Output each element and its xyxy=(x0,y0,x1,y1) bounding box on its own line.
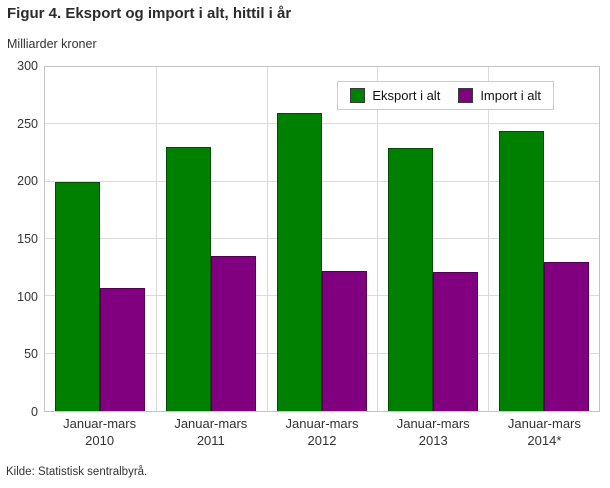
bar-import-i-alt xyxy=(211,256,257,411)
y-tick-label: 100 xyxy=(17,289,38,304)
legend-color-swatch xyxy=(458,88,474,103)
y-axis: 0 50 100 150 200 250 300 xyxy=(0,59,38,419)
bar-import-i-alt xyxy=(100,288,146,411)
vertical-gridline xyxy=(488,67,490,411)
chart-title: Figur 4. Eksport og import i alt, hittil… xyxy=(7,5,292,22)
bar-eksport-i-alt xyxy=(387,148,433,411)
bar-import-i-alt xyxy=(321,271,367,411)
horizontal-gridline xyxy=(45,238,599,239)
plot-area: Eksport i alt Import i alt xyxy=(44,66,600,412)
x-tick-label: Januar-mars 2014* xyxy=(507,416,581,448)
bar-import-i-alt xyxy=(543,261,589,411)
legend-label: Eksport i alt xyxy=(372,88,441,103)
source-caption: Kilde: Statistisk sentralbyrå. xyxy=(6,466,148,478)
horizontal-gridline xyxy=(45,123,599,125)
legend: Eksport i alt Import i alt xyxy=(337,81,554,110)
y-tick-label: 50 xyxy=(24,347,38,362)
bar-groups xyxy=(45,67,599,411)
bar-eksport-i-alt xyxy=(276,112,322,411)
x-tick-label: Januar-mars 2013 xyxy=(396,416,470,448)
legend-item: Eksport i alt xyxy=(350,88,440,103)
y-tick-label: 200 xyxy=(17,174,38,189)
bar-group xyxy=(45,67,156,411)
x-tick-label: Januar-mars 2011 xyxy=(174,416,248,448)
y-tick-label: 150 xyxy=(17,232,38,246)
horizontal-gridline xyxy=(45,180,599,182)
legend-label: Import i alt xyxy=(480,88,541,103)
vertical-gridline xyxy=(155,67,157,411)
vertical-gridline xyxy=(266,67,268,411)
bar-eksport-i-alt xyxy=(55,181,101,411)
legend-color-swatch xyxy=(350,88,366,103)
bar-eksport-i-alt xyxy=(498,131,544,411)
bar-group xyxy=(488,67,599,411)
y-tick-label: 250 xyxy=(17,116,38,131)
x-tick-label: Januar-mars 2012 xyxy=(285,416,359,448)
x-axis: Januar-mars 2010 Januar-mars 2011 Januar-mar… xyxy=(44,416,600,450)
vertical-gridline xyxy=(377,67,379,411)
bar-import-i-alt xyxy=(432,272,478,411)
bar-group xyxy=(267,67,378,411)
legend-item: Import i alt xyxy=(458,88,541,103)
y-tick-label: 300 xyxy=(17,59,38,73)
bar-group xyxy=(156,67,267,411)
y-tick-label: 0 xyxy=(31,405,38,419)
y-axis-unit-label: Milliarder kroner xyxy=(7,37,97,51)
bar-group xyxy=(377,67,488,411)
bar-eksport-i-alt xyxy=(166,147,212,411)
x-tick-label: Januar-mars 2010 xyxy=(63,416,137,448)
